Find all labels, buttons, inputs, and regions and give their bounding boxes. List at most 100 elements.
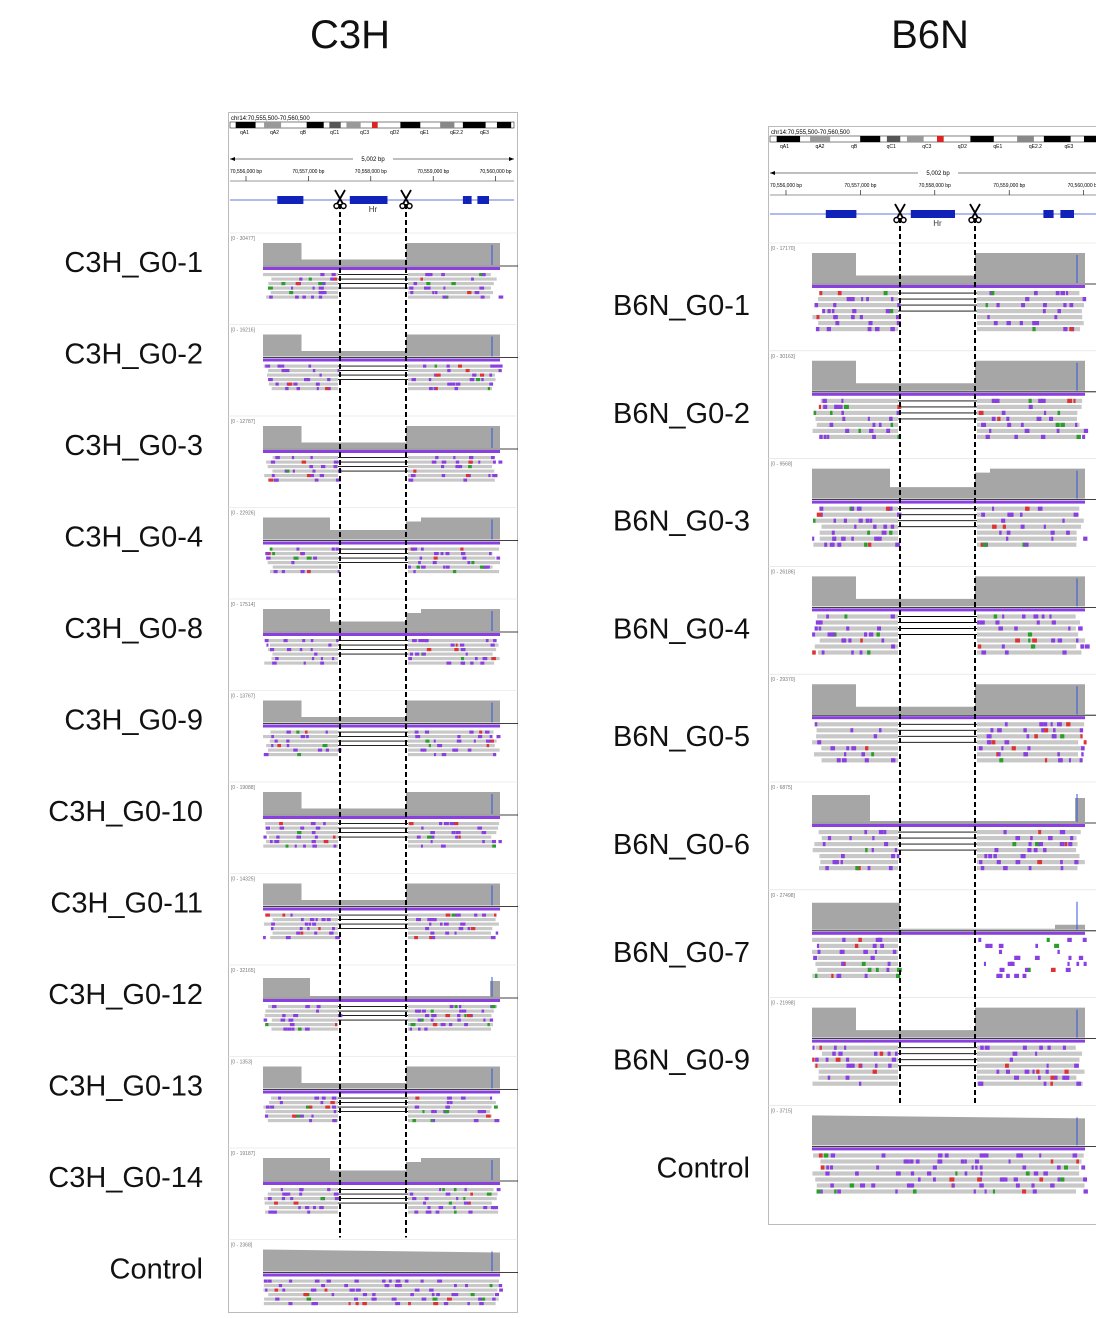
- read: [269, 1206, 338, 1209]
- read: [820, 537, 898, 541]
- read-mismatch: [845, 429, 849, 433]
- read: [898, 1153, 977, 1157]
- read-mismatch: [849, 836, 851, 840]
- read-mismatch: [305, 923, 308, 926]
- read-mismatch: [272, 552, 275, 555]
- ideogram-band: [1017, 136, 1034, 142]
- read-mismatch: [1038, 399, 1043, 403]
- read-mismatch: [487, 744, 490, 747]
- read-mismatch: [938, 1153, 943, 1157]
- read-mismatch: [326, 731, 328, 734]
- read-mismatch: [841, 860, 843, 864]
- read-mismatch: [452, 749, 457, 752]
- read-mismatch: [294, 557, 299, 560]
- track-range: [0 - 12787]: [231, 419, 256, 425]
- read-mismatch: [313, 1206, 316, 1209]
- read-mismatch: [311, 296, 314, 299]
- track-label: C3H_G0-9: [64, 705, 203, 737]
- track-range: [0 - 22926]: [231, 511, 256, 517]
- read-mismatch: [286, 740, 289, 743]
- read-mismatch: [1009, 1159, 1011, 1163]
- read-mismatch: [895, 848, 897, 852]
- read-strand-bar: [263, 633, 500, 636]
- read-mismatch: [1003, 1177, 1008, 1181]
- ideogram-band: [329, 122, 340, 128]
- read-mismatch: [1044, 728, 1048, 732]
- read-mismatch: [266, 557, 270, 560]
- read-mismatch: [321, 465, 325, 468]
- track-label: B6N_G0-2: [613, 398, 750, 430]
- read-mismatch: [871, 752, 874, 756]
- read-mismatch: [831, 974, 833, 978]
- read-mismatch: [830, 746, 835, 750]
- read-mismatch: [468, 461, 472, 464]
- read-mismatch: [488, 474, 490, 477]
- read: [408, 927, 492, 930]
- read-mismatch: [1057, 429, 1060, 433]
- track-label: B6N_G0-3: [613, 506, 750, 538]
- read-mismatch: [865, 974, 868, 978]
- read-mismatch: [491, 657, 496, 660]
- read-mismatch: [494, 914, 497, 917]
- read-mismatch: [431, 1019, 434, 1022]
- read-mismatch: [1006, 1070, 1010, 1074]
- read: [977, 638, 1085, 642]
- read: [408, 456, 492, 459]
- read-mismatch: [414, 1211, 418, 1214]
- read-mismatch: [833, 303, 836, 307]
- read-mismatch: [316, 383, 320, 386]
- read-mismatch: [319, 374, 321, 377]
- read-mismatch: [318, 749, 322, 752]
- read-mismatch: [286, 731, 290, 734]
- read-mismatch: [1064, 1070, 1068, 1074]
- read-mismatch: [989, 944, 992, 948]
- band-label: qE2.2: [450, 130, 463, 136]
- read-mismatch: [283, 639, 287, 642]
- read-mismatch: [265, 365, 270, 368]
- read: [271, 278, 338, 281]
- read-mismatch: [1038, 1076, 1041, 1080]
- read-mismatch: [886, 968, 889, 972]
- read-mismatch: [271, 461, 275, 464]
- read: [272, 653, 338, 656]
- read-mismatch: [869, 632, 873, 636]
- read-mismatch: [875, 950, 877, 954]
- read-mismatch: [450, 1101, 453, 1104]
- read-mismatch: [1068, 842, 1072, 846]
- read-mismatch: [841, 411, 844, 415]
- read: [408, 552, 492, 555]
- read-mismatch: [290, 1197, 293, 1200]
- read-mismatch: [826, 1058, 829, 1062]
- read-mismatch: [481, 296, 485, 299]
- read-mismatch: [815, 722, 817, 726]
- read-mismatch: [1001, 746, 1003, 750]
- read-mismatch: [468, 927, 471, 930]
- read-mismatch: [328, 644, 331, 647]
- read-mismatch: [437, 1280, 442, 1283]
- read: [338, 1289, 408, 1292]
- read-mismatch: [433, 1119, 435, 1122]
- read-mismatch: [882, 531, 887, 535]
- read-mismatch: [483, 657, 488, 660]
- read-mismatch: [444, 1110, 449, 1113]
- span-label: 5,002 bp: [926, 171, 950, 177]
- read-mismatch: [300, 648, 303, 651]
- read-mismatch: [265, 1115, 268, 1118]
- read-mismatch: [418, 1019, 421, 1022]
- read-mismatch: [322, 918, 326, 921]
- read-mismatch: [1060, 734, 1064, 738]
- read-mismatch: [491, 936, 496, 939]
- read-mismatch: [1084, 740, 1087, 744]
- read-mismatch: [975, 1159, 979, 1163]
- read-mismatch: [418, 1028, 420, 1031]
- read-mismatch: [996, 752, 998, 756]
- read-mismatch: [457, 740, 462, 743]
- read: [271, 927, 338, 930]
- read-mismatch: [302, 461, 306, 464]
- read-mismatch: [453, 570, 456, 573]
- read: [822, 836, 898, 840]
- read-mismatch: [841, 950, 844, 954]
- read-mismatch: [422, 1010, 426, 1013]
- read-mismatch: [832, 1052, 836, 1056]
- read-mismatch: [297, 831, 301, 834]
